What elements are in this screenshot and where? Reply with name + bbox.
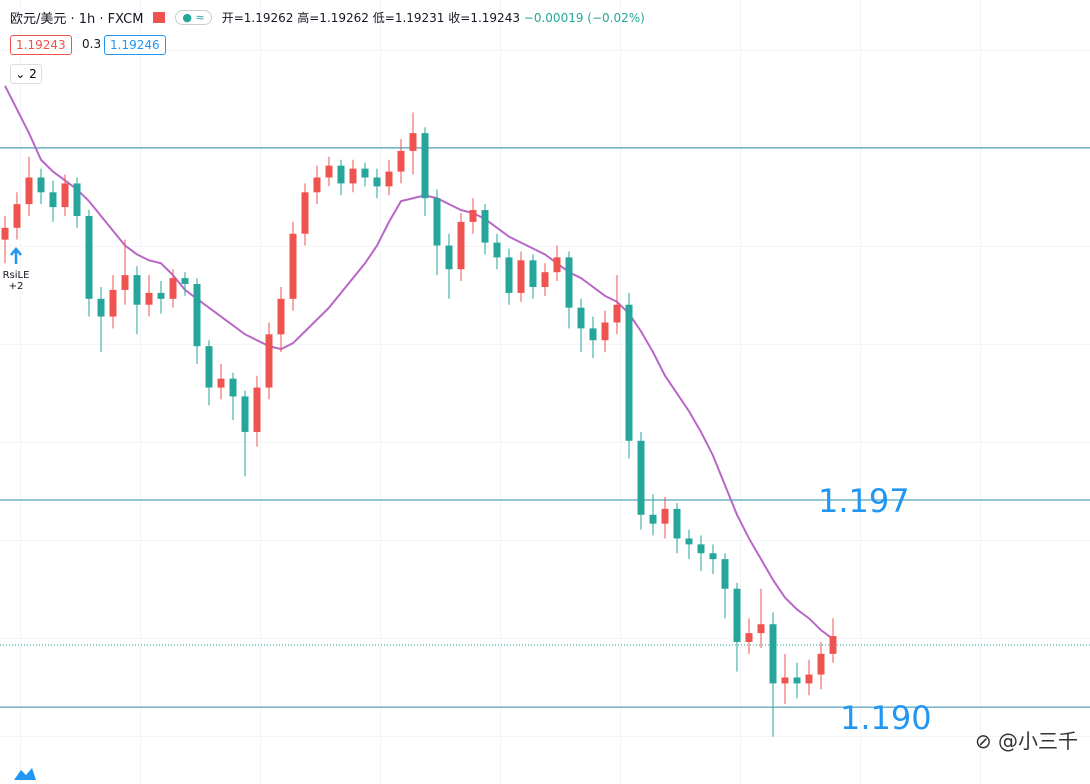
candle-body [793,677,801,684]
candle-body [781,677,789,684]
candle-body [37,177,45,193]
candle-body [589,328,597,341]
candle-body [817,653,825,675]
signal-arrow [10,247,22,264]
candle-body [205,346,213,388]
candle-body [337,165,345,184]
candle-body [145,292,153,305]
signal-count: +2 [8,281,24,292]
candle-body [97,298,105,317]
ohlc-low: 低=1.19231 [372,11,445,25]
bid-box[interactable]: 1.19243 [10,35,72,55]
candle-body [493,242,501,258]
candle-body [61,183,69,208]
candle-body [517,260,525,293]
candle-body [193,284,201,347]
candle-body [289,233,297,299]
candle-body [349,168,357,184]
candle-body [181,278,189,285]
candle-body [121,275,129,290]
candle-body [745,633,753,642]
candle-body [625,304,633,441]
candle-body [769,624,777,684]
candle-body [553,257,561,273]
level-label: 1.190 [840,699,932,737]
candle-body [673,508,681,539]
candle-body [577,307,585,329]
candle-body [385,171,393,187]
candle-body [685,538,693,545]
candle-body [457,221,465,270]
collapse-count: 2 [29,67,37,81]
candle-body [709,553,717,560]
candle-body [529,260,537,287]
candle-body [649,514,657,524]
signal-name: RsiLE [2,270,30,281]
candle-body [361,168,369,178]
candle-body [301,192,309,234]
candle-body [433,198,441,246]
candle-body [109,289,117,317]
candle-body [733,588,741,642]
watermark-icon: ⊘ [974,729,992,753]
candle-body [253,387,261,432]
candle-body [541,272,549,287]
logo-shape [14,768,36,780]
candle-body [133,275,141,305]
spread: 0.3 [77,35,107,53]
candle-body [265,334,273,388]
candle-body [613,304,621,323]
candle-body [1,227,9,240]
collapse-button[interactable]: ⌄ 2 [10,64,42,84]
candle-body [757,624,765,634]
candle-body [313,177,321,193]
flag[interactable] [153,12,166,23]
candle-body [49,192,57,208]
candle-body [217,378,225,388]
candle-body [421,133,429,199]
candle-body [829,636,837,654]
candle-body [397,150,405,172]
ohlc-open: 开=1.19262 [221,11,294,25]
watermark: ⊘ @小三千 [975,725,1078,754]
candle-body [661,508,669,524]
legend-header: 欧元/美元 · 1h · FXCM ● ≈ 开=1.19262 高=1.1926… [10,8,645,27]
ohlc-change: −0.00019 (−0.02%) [523,11,645,25]
symbol[interactable]: 欧元/美元 · 1h · FXCM [10,12,144,27]
ohlc-close: 收=1.19243 [448,11,520,25]
watermark-text: @小三千 [998,729,1078,753]
ohlc-high: 高=1.19262 [297,11,369,25]
candle-body [805,674,813,684]
candle-body [409,133,417,151]
level-label: 1.197 [818,482,910,520]
candle-body [13,204,21,228]
candle-body [373,177,381,187]
candle-body [601,322,609,341]
candle-body [229,378,237,397]
candle-body [73,183,81,216]
candle-body [241,396,249,432]
candle-body [505,257,513,293]
ask-box[interactable]: 1.19246 [104,35,166,55]
candle-body [325,165,333,178]
candle-body [85,215,93,299]
candle-body [697,544,705,554]
candle-body [157,292,165,299]
candle-body [277,298,285,335]
status[interactable]: ● ≈ [175,10,212,25]
signal-label: RsiLE +2 [0,270,32,292]
candle-body [445,245,453,270]
ohlc: 开=1.19262 高=1.19262 低=1.19231 收=1.19243 … [222,9,645,26]
candle-body [637,440,645,515]
candle-body [481,210,489,243]
candle-body [565,257,573,308]
candle-body [25,177,33,205]
moving-average [4,85,834,640]
candle-body [721,559,729,589]
candle-body [169,278,177,299]
candle-body [469,210,477,222]
logo[interactable] [12,764,38,782]
